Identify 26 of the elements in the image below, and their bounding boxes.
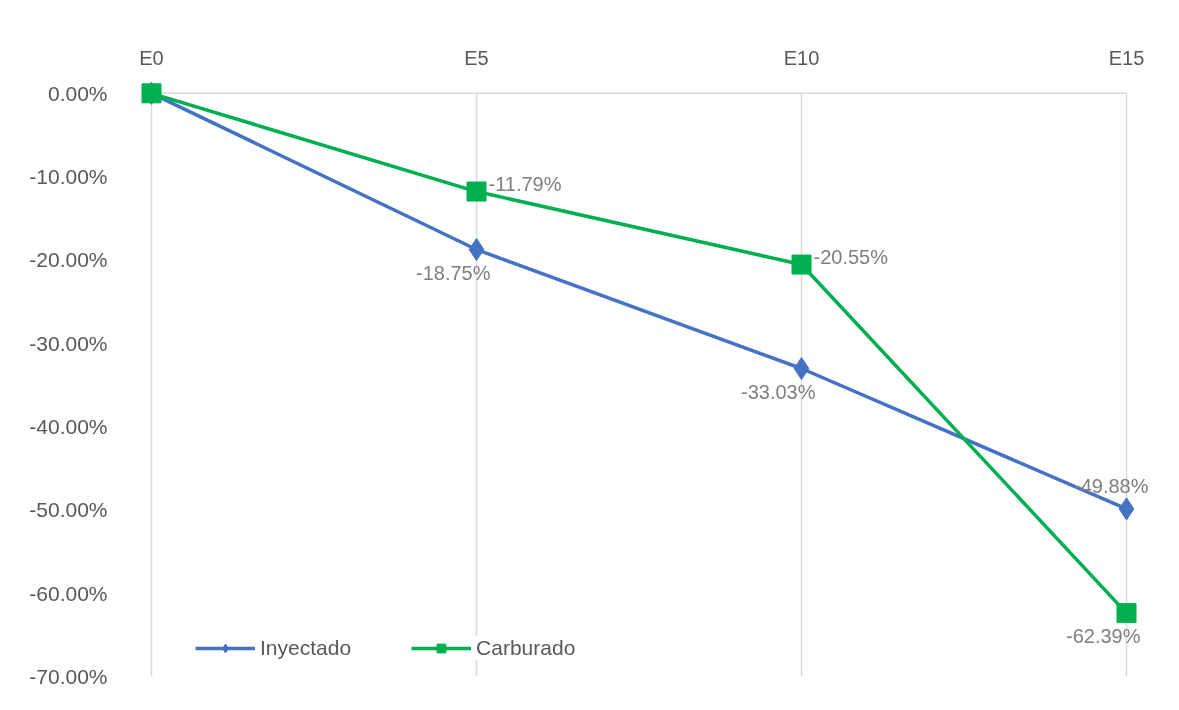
x-tick-label: E10 — [783, 46, 820, 69]
point — [791, 254, 812, 275]
y-tick-label: -10.00% — [29, 165, 108, 189]
data-label: -11.79% — [488, 172, 562, 195]
data-label: -49.88% — [1074, 474, 1149, 497]
x-tick-label: E5 — [464, 46, 489, 69]
y-tick-label: -20.00% — [29, 248, 108, 272]
y-tick-label: -70.00% — [29, 665, 108, 688]
y-tick-label: -50.00% — [29, 498, 108, 522]
y-tick-label: -40.00% — [29, 415, 108, 439]
y-tick-label: -60.00% — [29, 581, 108, 605]
point — [1118, 497, 1135, 521]
data-label: -20.55% — [813, 245, 889, 268]
x-tick-label: E15 — [1108, 46, 1145, 69]
data-label: -62.39% — [1066, 625, 1141, 648]
point — [466, 181, 487, 202]
data-label: -33.03% — [741, 380, 816, 403]
y-tick-label: -30.00% — [29, 331, 108, 355]
legend-label: Inyectado — [260, 636, 352, 660]
data-label: -18.75% — [416, 261, 491, 284]
y-tick-label: 0.00% — [47, 81, 108, 105]
x-tick-label: E0 — [139, 46, 164, 69]
point — [468, 238, 485, 262]
legend-label: Carburado — [476, 636, 576, 660]
point — [1116, 603, 1137, 624]
point — [793, 357, 810, 380]
